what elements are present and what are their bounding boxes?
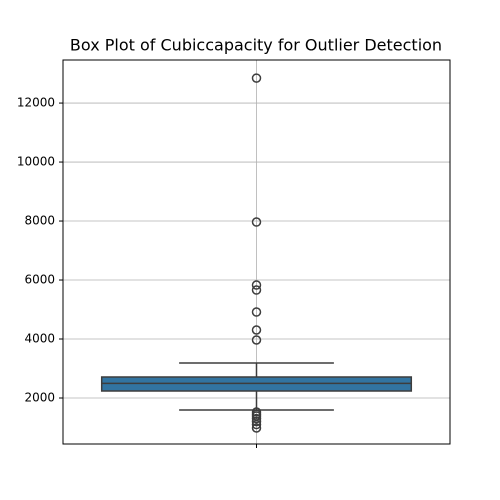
outlier xyxy=(251,285,262,295)
y-tick-label: 4000 xyxy=(24,332,55,346)
outlier xyxy=(251,325,262,335)
outlier xyxy=(251,419,262,430)
outlier xyxy=(251,217,262,227)
outlier xyxy=(251,413,262,424)
outlier xyxy=(251,307,262,317)
chart-title: Box Plot of Cubiccapacity for Outlier De… xyxy=(70,36,442,55)
y-tick-label: 6000 xyxy=(24,273,55,287)
plot-frame xyxy=(62,59,451,445)
y-tick-label: 10000 xyxy=(17,155,55,169)
outlier xyxy=(251,280,262,290)
y-tick-label: 2000 xyxy=(24,390,55,404)
y-tick-label: 8000 xyxy=(24,214,55,228)
outlier xyxy=(251,416,262,427)
outlier xyxy=(251,423,262,433)
outlier xyxy=(251,73,262,83)
y-tick-label: 12000 xyxy=(17,96,55,110)
outlier xyxy=(251,335,262,345)
